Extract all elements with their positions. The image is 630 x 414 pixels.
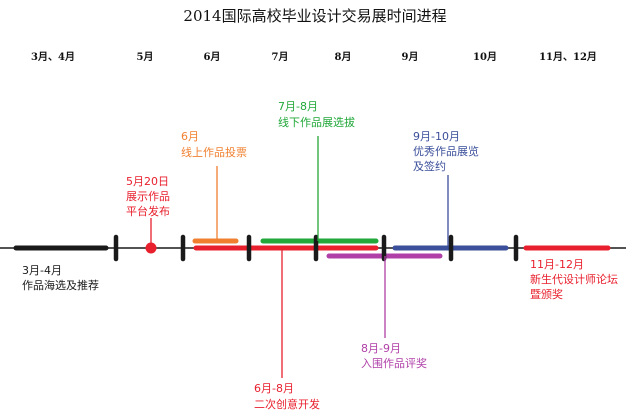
label-mar-apr: 3月-4月 作品海选及推荐 (22, 264, 99, 292)
label-june: 6月 线上作品投票 (181, 130, 247, 159)
diagram-title: 2014国际高校毕业设计交易展时间进程 (183, 7, 446, 25)
month-label-oct: 10月 (473, 51, 497, 63)
callout-stems (145, 136, 449, 378)
month-dividers (113, 234, 519, 262)
milestone-dot-may20 (145, 242, 157, 254)
label-sep-oct: 9月-10月 优秀作品展览 及签约 (413, 130, 483, 173)
label-may20: 5月20日 展示作品 平台发布 (126, 175, 174, 218)
month-header: 3月、4月 5月 6月 7月 8月 9月 10月 11月、12月 (31, 51, 597, 63)
month-label-jul: 7月 (272, 51, 289, 63)
month-label-nov-dec: 11月、12月 (539, 51, 597, 63)
month-label-may: 5月 (137, 51, 154, 63)
label-jul-aug: 7月-8月 线下作品展选拔 (278, 100, 355, 129)
month-label-aug: 8月 (335, 51, 352, 63)
label-jun-aug: 6月-8月 二次创意开发 (254, 382, 320, 411)
month-label-jun: 6月 (204, 51, 221, 63)
month-label-mar-apr: 3月、4月 (31, 51, 75, 63)
month-label-sep: 9月 (402, 51, 419, 63)
label-nov-dec: 11月-12月 新生代设计师论坛 暨颁奖 (530, 258, 622, 301)
label-aug-sep: 8月-9月 入围作品评奖 (361, 342, 427, 370)
